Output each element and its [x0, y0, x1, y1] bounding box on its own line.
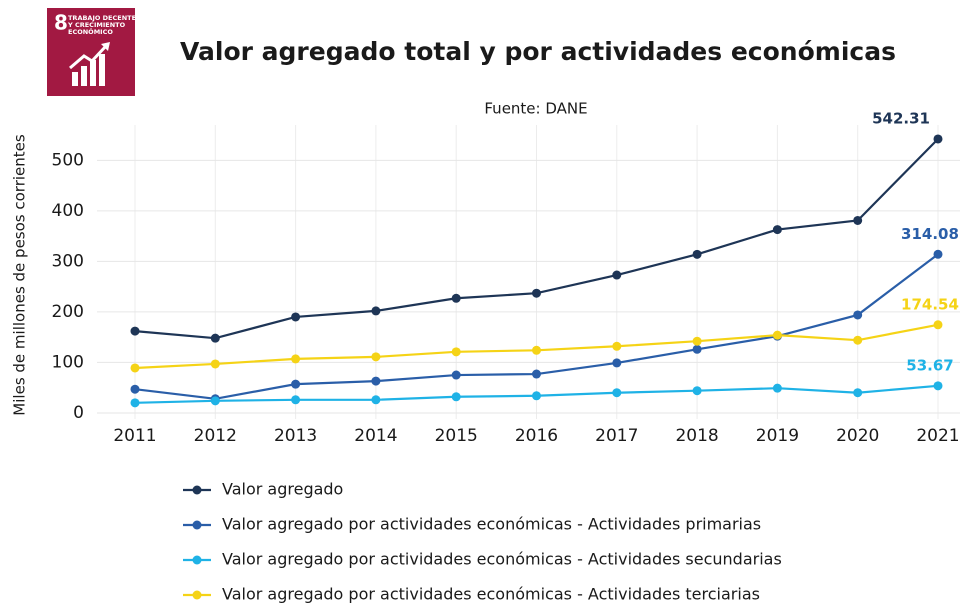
legend-label: Valor agregado por actividades económica…	[222, 585, 760, 604]
logo-text: TRABAJO DECENTE	[68, 14, 136, 22]
x-tick-label: 2014	[354, 426, 397, 446]
data-point	[612, 270, 622, 280]
data-point	[532, 288, 541, 298]
chart-title: Valor agregado total y por actividades e…	[180, 37, 896, 66]
chart-subtitle: Fuente: DANE	[484, 100, 587, 118]
data-point	[853, 335, 863, 345]
x-tick-label: 2020	[836, 426, 879, 446]
data-point	[853, 388, 863, 398]
data-point	[130, 363, 140, 373]
data-label: 53.67	[906, 356, 953, 374]
logo-text: ECONÓMICO	[68, 27, 113, 36]
logo-icon	[69, 42, 110, 86]
data-point	[692, 249, 702, 259]
data-point	[371, 352, 381, 362]
x-tick-label: 2016	[515, 426, 558, 446]
sdg-logo: 8 TRABAJO DECENTE Y CRECIMIENTO ECONÓMIC…	[47, 8, 136, 96]
data-label: 314.08	[901, 225, 959, 243]
x-tick-label: 2013	[274, 426, 317, 446]
data-point	[210, 333, 220, 343]
legend-marker	[192, 520, 202, 530]
data-point	[532, 391, 541, 401]
y-tick-label: 0	[73, 403, 84, 423]
data-label: 542.31	[872, 109, 930, 127]
data-point	[451, 347, 461, 357]
legend-marker	[192, 555, 202, 565]
data-point	[291, 379, 301, 389]
data-point	[291, 354, 301, 364]
data-point	[371, 395, 381, 405]
legend-label: Valor agregado por actividades económica…	[222, 515, 761, 534]
y-axis-label: Miles de millones de pesos corrientes	[11, 134, 29, 416]
y-tick-label: 400	[52, 201, 84, 221]
x-tick-label: 2011	[113, 426, 156, 446]
data-point	[853, 215, 863, 225]
x-tick-label: 2021	[916, 426, 959, 446]
data-point	[853, 310, 863, 320]
data-point	[692, 336, 702, 346]
x-tick-label: 2019	[756, 426, 799, 446]
legend-marker	[192, 485, 202, 495]
x-tick-label: 2017	[595, 426, 638, 446]
data-label: 174.54	[901, 295, 959, 313]
data-point	[130, 398, 140, 408]
data-point	[371, 376, 381, 386]
legend-label: Valor agregado por actividades económica…	[222, 550, 782, 569]
x-tick-label: 2015	[435, 426, 478, 446]
x-tick-label: 2012	[194, 426, 237, 446]
data-point	[772, 330, 782, 340]
legend-marker	[192, 590, 202, 600]
data-point	[692, 386, 702, 396]
data-point	[532, 369, 541, 379]
data-point	[451, 293, 461, 303]
y-tick-label: 500	[52, 150, 84, 170]
data-point	[933, 381, 943, 391]
data-point	[612, 388, 622, 398]
data-point	[210, 359, 220, 369]
data-point	[130, 326, 140, 336]
y-tick-label: 300	[52, 251, 84, 271]
data-point	[451, 370, 461, 380]
y-tick-label: 200	[52, 302, 84, 322]
data-point	[692, 344, 702, 354]
data-point	[371, 306, 381, 316]
x-tick-label: 2018	[675, 426, 718, 446]
logo-number: 8	[54, 11, 68, 35]
legend-label: Valor agregado	[222, 480, 343, 499]
data-point	[130, 384, 140, 394]
data-point	[451, 392, 461, 402]
data-point	[772, 383, 782, 393]
data-point	[933, 249, 943, 259]
data-point	[772, 225, 782, 235]
logo-text: Y CRECIMIENTO	[67, 21, 126, 29]
data-point	[933, 134, 943, 144]
data-point	[933, 320, 943, 330]
data-point	[532, 345, 541, 355]
data-point	[210, 396, 220, 406]
data-point	[291, 312, 301, 322]
data-point	[612, 358, 622, 368]
data-point	[612, 341, 622, 351]
y-tick-label: 100	[52, 352, 84, 372]
data-point	[291, 395, 301, 405]
